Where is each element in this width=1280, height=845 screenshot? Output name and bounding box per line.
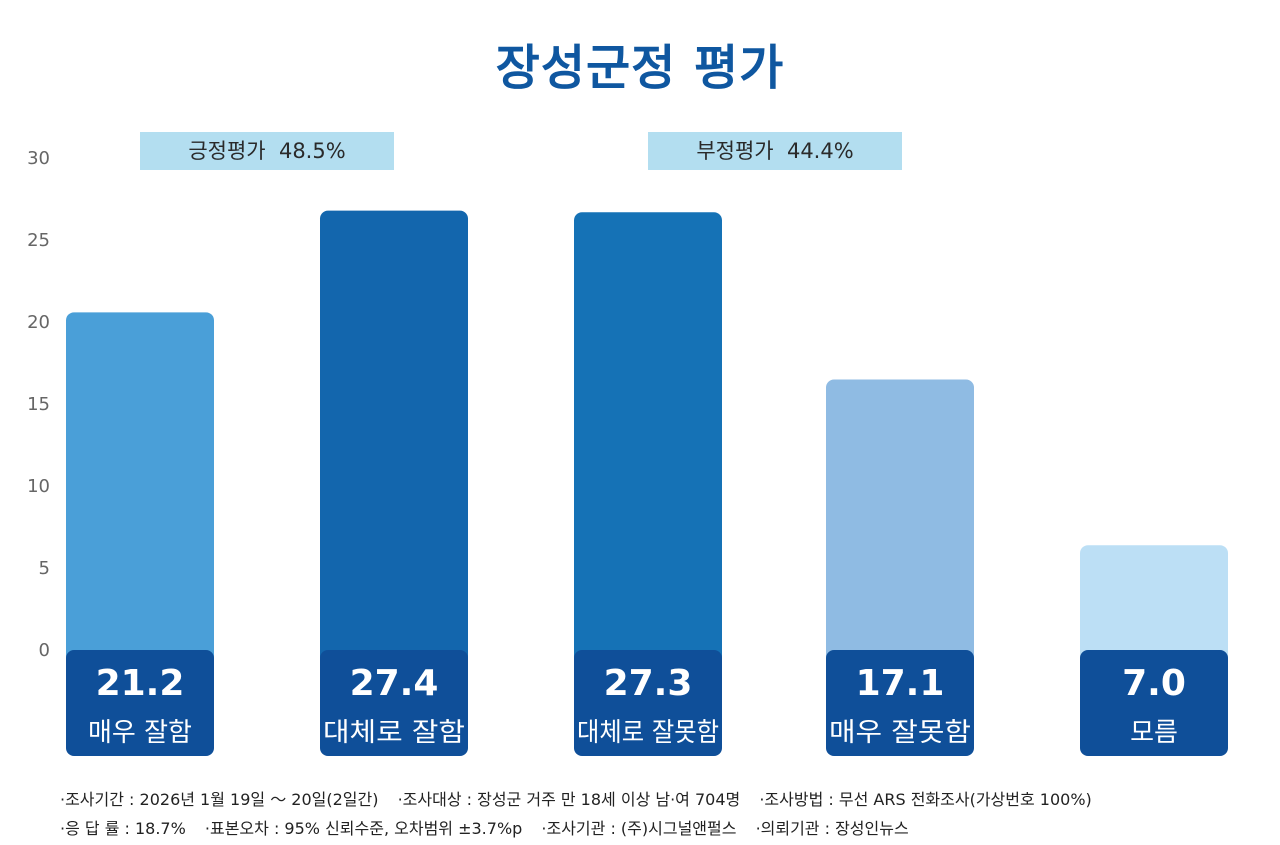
bar [826, 379, 974, 680]
category-label: 대체로 잘못함 [577, 718, 719, 748]
category-label: 모름 [1130, 718, 1178, 748]
y-tick-label: 30 [27, 148, 50, 169]
y-tick-label: 0 [39, 640, 50, 661]
bar-label-box [574, 650, 722, 756]
bar-label-box [320, 650, 468, 756]
bar-label-box [826, 650, 974, 756]
bar [66, 312, 214, 680]
value-label: 21.2 [96, 663, 185, 704]
bar [320, 210, 468, 680]
footnote-sampling-error: ·표본오차 : 95% 신뢰수준, 오차범위 ±3.7%p [204, 819, 523, 838]
value-label: 27.4 [350, 663, 439, 704]
value-label: 17.1 [856, 663, 945, 704]
category-label: 매우 잘못함 [829, 718, 971, 748]
bar-label-box [66, 650, 214, 756]
category-label: 대체로 잘함 [323, 718, 465, 748]
chart-title: 장성군정 평가 [495, 40, 785, 96]
footnote-response-rate: ·응 답 률 : 18.7% [60, 819, 186, 838]
footnote-client: ·의뢰기관 : 장성인뉴스 [755, 819, 909, 838]
footnote-line-1: ·조사기간 : 2026년 1월 19일 ～ 20일(2일간) ·조사대상 : … [60, 786, 1106, 810]
y-tick-label: 25 [27, 230, 50, 251]
bar [574, 212, 722, 680]
footnote-line-2: ·응 답 률 : 18.7% ·표본오차 : 95% 신뢰수준, 오차범위 ±3… [60, 815, 923, 839]
y-tick-label: 20 [27, 312, 50, 333]
negative-group-text: 부정평가 44.4% [696, 139, 854, 163]
footnote-survey-agency: ·조사기관 : (주)시그널앤펄스 [541, 819, 737, 838]
bar-label-box [1080, 650, 1228, 756]
value-label: 27.3 [604, 663, 693, 704]
y-tick-label: 5 [39, 558, 50, 579]
y-tick-label: 10 [27, 476, 50, 497]
negative-group-label: 부정평가 44.4% [648, 132, 902, 170]
footnote-survey-target: ·조사대상 : 장성군 거주 만 18세 이상 남·여 704명 [397, 790, 741, 809]
positive-group-label: 긍정평가 48.5% [140, 132, 394, 170]
category-label: 매우 잘함 [88, 718, 192, 748]
positive-group-text: 긍정평가 48.5% [188, 139, 346, 163]
footnote-survey-period: ·조사기간 : 2026년 1월 19일 ～ 20일(2일간) [60, 790, 379, 809]
bar [1080, 545, 1228, 680]
y-tick-label: 15 [27, 394, 50, 415]
value-label: 7.0 [1122, 663, 1186, 704]
footnote-survey-method: ·조사방법 : 무선 ARS 전화조사(가상번호 100%) [759, 790, 1092, 809]
